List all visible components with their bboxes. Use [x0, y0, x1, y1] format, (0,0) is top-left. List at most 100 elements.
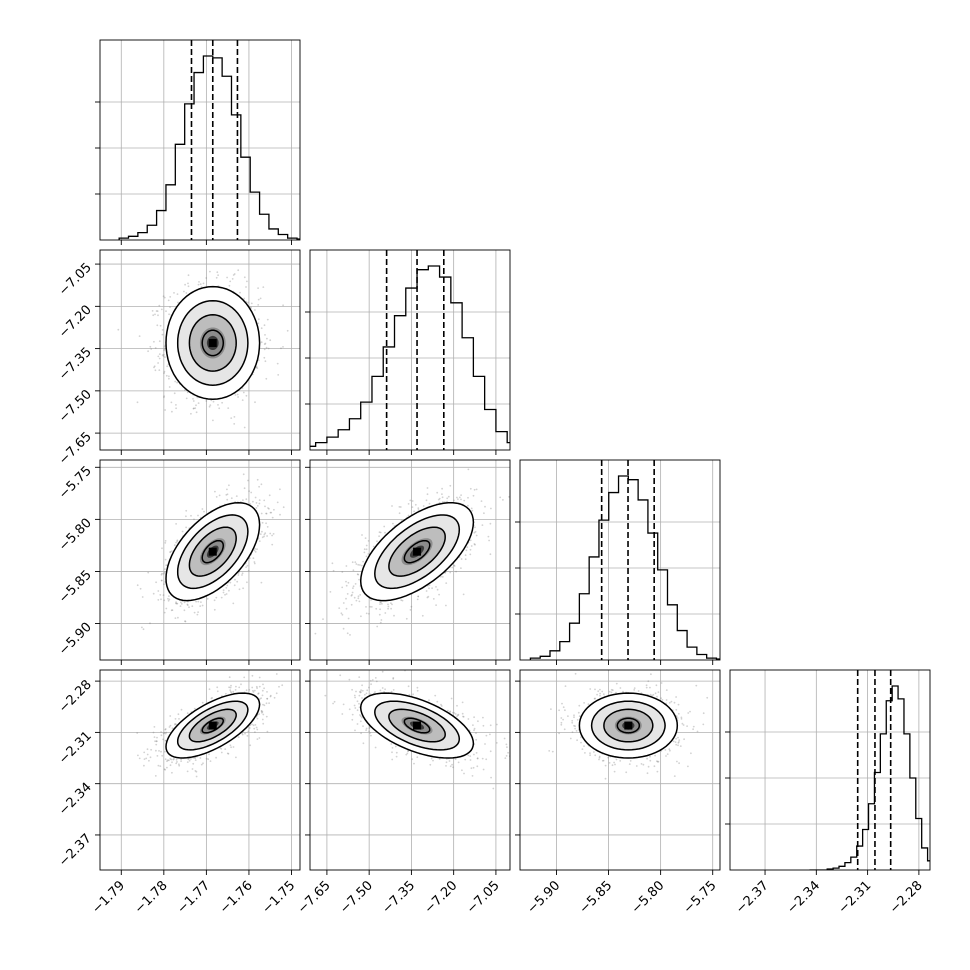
sample-point: [175, 602, 178, 605]
sample-point: [176, 539, 179, 542]
sample-point: [184, 620, 187, 623]
sample-point: [158, 357, 161, 360]
sample-point: [138, 757, 141, 760]
sample-point: [205, 400, 208, 402]
sample-point: [164, 409, 167, 411]
sample-point: [228, 484, 230, 487]
scatter-panel-1-0: [99, 249, 301, 451]
sample-point: [187, 285, 190, 288]
sample-point: [345, 584, 348, 587]
sample-point: [352, 569, 355, 572]
sample-point: [425, 590, 428, 592]
sample-point: [236, 580, 239, 583]
sample-point: [265, 346, 268, 349]
sample-point: [162, 594, 165, 596]
sample-point: [213, 608, 216, 611]
sample-point: [250, 302, 253, 305]
sample-point: [387, 603, 389, 606]
density-peak: [208, 338, 217, 347]
sample-point: [176, 293, 179, 295]
sample-point: [158, 353, 161, 355]
sample-point: [233, 416, 236, 418]
sample-point: [154, 369, 157, 372]
sample-point: [194, 759, 197, 761]
sample-point: [444, 572, 446, 574]
sample-point: [480, 500, 483, 502]
sample-point: [379, 621, 382, 624]
sample-point: [239, 291, 241, 294]
sample-point: [467, 504, 469, 507]
sample-point: [201, 508, 204, 510]
sample-point: [467, 496, 469, 499]
sample-point: [171, 410, 173, 413]
sample-point: [191, 768, 194, 770]
sample-point: [192, 407, 195, 410]
sample-point: [432, 598, 435, 600]
sample-point: [185, 292, 188, 294]
sample-point: [410, 605, 413, 608]
histogram-step-2: [529, 475, 720, 660]
sample-point: [149, 756, 152, 759]
sample-point: [399, 506, 402, 508]
sample-point: [261, 711, 264, 713]
density-peak: [208, 547, 217, 556]
sample-point: [215, 756, 218, 759]
sample-point: [246, 280, 248, 283]
sample-point: [214, 490, 216, 493]
panel-content: [520, 460, 720, 660]
sample-point: [458, 496, 461, 499]
sample-point: [237, 574, 240, 576]
sample-point: [168, 598, 171, 601]
sample-point: [235, 685, 237, 688]
sample-point: [234, 394, 237, 396]
scatter-panel-3-0: [99, 669, 301, 871]
sample-point: [276, 501, 279, 504]
sample-point: [161, 333, 164, 336]
sample-point: [163, 296, 166, 299]
sample-point: [400, 599, 403, 601]
sample-point: [256, 548, 258, 551]
sample-point: [165, 564, 168, 567]
sample-point: [417, 507, 420, 510]
sample-point: [177, 301, 179, 304]
sample-point: [449, 484, 452, 487]
sample-point: [197, 514, 199, 517]
sample-point: [261, 689, 264, 692]
sample-point: [163, 571, 166, 574]
sample-point: [163, 370, 166, 373]
sample-point: [360, 615, 362, 618]
sample-point: [160, 308, 163, 311]
sample-point: [260, 327, 263, 330]
sample-point: [184, 620, 186, 623]
sample-point: [243, 676, 246, 679]
sample-point: [209, 404, 212, 406]
sample-point: [350, 603, 353, 606]
sample-point: [222, 589, 225, 591]
sample-point: [165, 731, 168, 734]
sample-point: [249, 503, 252, 505]
sample-point: [435, 604, 437, 606]
sample-point: [192, 400, 195, 402]
sample-point: [467, 468, 470, 471]
sample-point: [168, 313, 171, 316]
sample-point: [379, 608, 381, 611]
sample-point: [426, 487, 429, 489]
sample-point: [261, 521, 264, 524]
sample-point: [440, 575, 442, 578]
sample-point: [166, 365, 169, 368]
sample-point: [212, 400, 215, 403]
sample-point: [179, 605, 182, 607]
sample-point: [352, 587, 354, 589]
sample-point: [380, 601, 382, 604]
sample-point: [263, 348, 266, 351]
sample-point: [351, 594, 353, 596]
sample-point: [349, 634, 351, 636]
sample-point: [332, 569, 335, 572]
sample-point: [357, 573, 360, 576]
sample-point: [508, 496, 510, 498]
sample-point: [178, 764, 181, 767]
sample-point: [375, 607, 378, 610]
sample-point: [380, 619, 383, 621]
sample-point: [365, 555, 368, 558]
sample-point: [152, 731, 155, 734]
